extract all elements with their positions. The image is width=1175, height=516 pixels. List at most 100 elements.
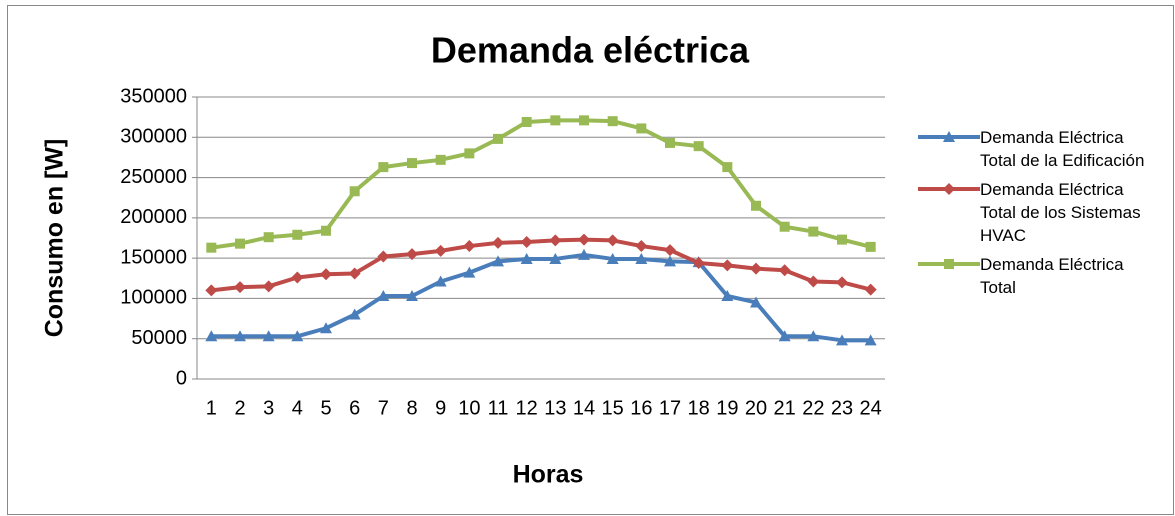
x-tick-label: 14: [573, 397, 595, 419]
marker: [607, 116, 618, 127]
marker: [234, 281, 246, 294]
marker: [377, 290, 390, 302]
marker: [234, 330, 246, 342]
marker: [721, 290, 734, 302]
marker: [550, 115, 561, 126]
marker: [434, 244, 447, 257]
marker: [606, 234, 619, 247]
legend-swatch: [918, 259, 980, 269]
marker: [778, 264, 791, 277]
y-tick-label: 300000: [120, 126, 187, 148]
marker: [348, 308, 361, 320]
x-tick-label: 7: [378, 397, 389, 419]
marker: [348, 267, 361, 280]
x-tick-label: 24: [860, 397, 882, 419]
marker: [943, 183, 955, 195]
marker: [349, 186, 360, 197]
y-tick-label: 50000: [131, 327, 187, 349]
marker: [206, 242, 217, 253]
marker: [291, 271, 304, 284]
marker: [320, 322, 332, 334]
chart-border: [7, 5, 1174, 515]
legend-label: Demanda Eléctrica Total de los Sistemas …: [980, 180, 1141, 245]
marker: [807, 275, 820, 288]
marker: [205, 284, 218, 297]
marker: [549, 234, 562, 247]
marker: [435, 154, 446, 165]
marker: [378, 162, 389, 173]
chart-title: Demanda eléctrica: [431, 30, 750, 71]
marker: [722, 162, 733, 173]
x-tick-label: 8: [406, 397, 417, 419]
x-tick-label: 16: [630, 397, 652, 419]
marker: [692, 256, 705, 269]
x-tick-label: 1: [206, 397, 217, 419]
legend-label: Demanda Eléctrica Total de la Edificació…: [980, 128, 1145, 170]
marker: [664, 244, 676, 257]
marker: [808, 226, 819, 237]
marker: [520, 252, 533, 264]
marker: [664, 255, 676, 267]
marker: [865, 241, 876, 252]
marker: [693, 141, 704, 152]
marker: [262, 280, 275, 293]
marker: [205, 330, 218, 342]
legend-swatch: [918, 183, 980, 195]
x-axis-label: Horas: [513, 461, 584, 489]
x-tick-label: 3: [263, 397, 274, 419]
marker: [262, 330, 275, 342]
marker: [492, 255, 504, 267]
marker: [750, 262, 762, 275]
marker: [520, 236, 533, 249]
marker: [463, 266, 476, 278]
y-tick-label: 350000: [120, 85, 187, 107]
marker: [492, 236, 504, 249]
marker: [864, 283, 877, 296]
marker: [837, 234, 847, 245]
x-tick-label: 2: [234, 397, 245, 419]
x-tick-label: 6: [349, 397, 360, 419]
marker: [636, 123, 647, 134]
marker: [406, 248, 418, 261]
legend-swatch: [918, 131, 980, 142]
x-tick-label: 18: [688, 397, 710, 419]
x-tick-label: 11: [488, 397, 509, 419]
series-line: [211, 252, 871, 343]
marker: [864, 334, 877, 346]
marker: [578, 233, 590, 246]
marker: [944, 259, 954, 269]
marker: [606, 252, 619, 264]
marker: [836, 276, 848, 289]
y-tick-label: 150000: [120, 246, 187, 268]
x-tick-label: 12: [516, 397, 538, 419]
marker: [665, 137, 675, 148]
x-tick-label: 10: [458, 397, 480, 419]
marker: [579, 115, 589, 126]
marker: [321, 225, 331, 236]
x-tick-label: 23: [831, 397, 853, 419]
marker: [750, 296, 762, 308]
marker: [291, 330, 304, 342]
marker: [943, 131, 955, 142]
legend-item: Demanda Eléctrica Total de los Sistemas …: [918, 178, 1168, 247]
x-tick-label: 13: [544, 397, 566, 419]
x-tick-label: 20: [745, 397, 767, 419]
marker: [407, 158, 417, 169]
marker: [807, 330, 820, 342]
marker: [635, 240, 648, 253]
x-tick-label: 22: [802, 397, 824, 419]
y-tick-label: 250000: [120, 166, 187, 188]
marker: [578, 248, 590, 260]
marker: [464, 148, 475, 159]
marker: [635, 252, 648, 264]
y-tick-label: 0: [176, 367, 187, 389]
x-tick-label: 9: [435, 397, 446, 419]
marker: [263, 232, 274, 243]
y-axis-label: Consumo en [W]: [41, 139, 69, 338]
marker: [463, 240, 476, 253]
legend-label: Demanda Eléctrica Total: [980, 255, 1124, 297]
marker: [235, 238, 245, 249]
marker: [778, 330, 791, 342]
